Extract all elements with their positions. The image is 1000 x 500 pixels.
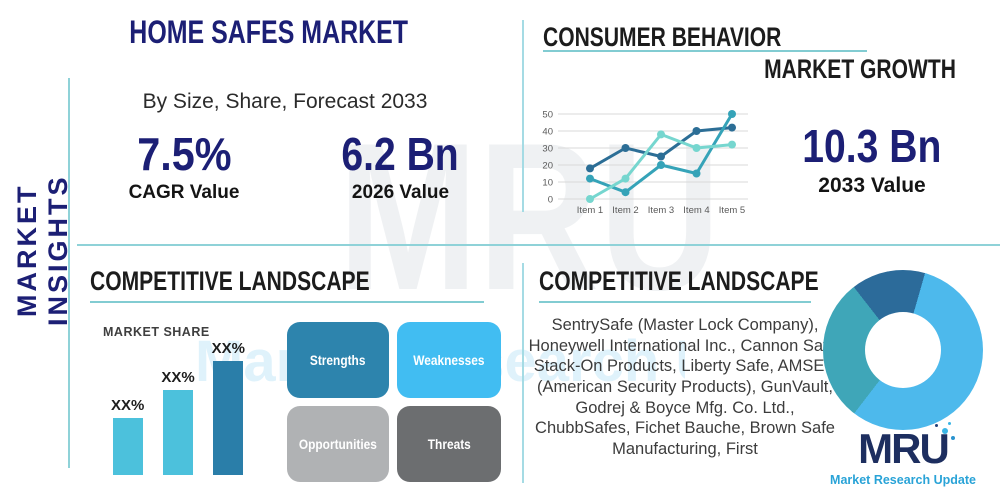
x-tick-label: Item 3 bbox=[648, 205, 674, 216]
swot-grid: Strengths Weaknesses Opportunities Threa… bbox=[287, 322, 501, 482]
swot-strengths-card: Strengths bbox=[287, 322, 389, 398]
marker-series-3 bbox=[657, 130, 665, 139]
bar-value-label: XX% bbox=[111, 397, 145, 414]
splash-dot-icon bbox=[951, 436, 955, 440]
marker-series-1 bbox=[657, 152, 665, 161]
bar-value-label: XX% bbox=[161, 369, 195, 386]
stat-2026-number: 6.2 Bn bbox=[341, 128, 460, 180]
stat-cagr-value: 7.5% bbox=[136, 128, 232, 180]
company-list: SentrySafe (Master Lock Company), Honeyw… bbox=[528, 316, 842, 458]
marker-series-2 bbox=[657, 161, 665, 169]
stat-2033-value: 10.3 Bn 2033 Value bbox=[788, 122, 956, 198]
market-share-bar-chart: XX% XX% XX% bbox=[111, 336, 245, 475]
y-tick-label: 20 bbox=[542, 161, 553, 172]
y-tick-label: 0 bbox=[548, 195, 553, 206]
marker-series-2 bbox=[692, 169, 701, 178]
vertical-divider-top bbox=[522, 20, 524, 212]
marker-series-2 bbox=[621, 188, 630, 197]
marker-series-1 bbox=[621, 144, 630, 152]
market-share-chart-title: MARKET SHARE bbox=[103, 325, 210, 339]
market-share-donut-chart bbox=[823, 270, 983, 430]
marker-series-1 bbox=[728, 123, 736, 132]
section-heading-competitive-landscape-right: COMPETITIVE LANDSCAPE bbox=[539, 266, 819, 296]
y-tick-label: 40 bbox=[542, 127, 553, 138]
bar-column: XX% bbox=[161, 336, 195, 475]
splash-dot-icon bbox=[942, 428, 948, 434]
stat-2026-value: 6.2 Bn 2026 Value bbox=[318, 130, 483, 204]
swot-threats-card: Threats bbox=[397, 406, 501, 482]
consumer-behavior-underline bbox=[543, 50, 867, 52]
y-tick-label: 10 bbox=[542, 178, 553, 189]
swot-opportunities-card: Opportunities bbox=[287, 406, 389, 482]
stat-cagr-label: CAGR Value bbox=[128, 182, 240, 204]
watermark-logo-text: MRU bbox=[338, 99, 721, 334]
marker-series-3 bbox=[728, 140, 736, 149]
x-tick-label: Item 5 bbox=[719, 205, 745, 216]
x-tick-label: Item 1 bbox=[577, 205, 603, 216]
x-tick-label: Item 2 bbox=[612, 205, 638, 216]
bar-column: XX% bbox=[212, 336, 245, 475]
splash-dot-icon bbox=[935, 424, 938, 427]
bar-column: XX% bbox=[111, 336, 144, 475]
stat-2033-number: 10.3 Bn bbox=[802, 120, 942, 172]
marker-series-3 bbox=[692, 144, 701, 152]
sidebar-divider-line bbox=[68, 78, 70, 468]
competitive-landscape-left-underline bbox=[90, 301, 484, 303]
marker-series-2 bbox=[728, 110, 736, 118]
page-subtitle: By Size, Share, Forecast 2033 bbox=[142, 90, 428, 113]
brand-logo-text: MRU bbox=[858, 425, 950, 472]
y-tick-label: 30 bbox=[542, 144, 553, 155]
x-tick-label: Item 4 bbox=[683, 205, 709, 216]
consumer-behavior-line-chart: 0 10 20 30 40 50 Item 1 Item 2 Item 3 Item 4 Item … bbox=[542, 110, 748, 216]
y-tick-label: 50 bbox=[542, 110, 553, 121]
stat-cagr: 7.5% CAGR Value bbox=[104, 130, 264, 204]
section-heading-market-growth: MARKET GROWTH bbox=[764, 54, 956, 84]
bar bbox=[213, 361, 244, 475]
vertical-divider-bottom bbox=[522, 263, 524, 483]
horizontal-divider bbox=[77, 244, 1000, 246]
marker-series-3 bbox=[586, 195, 594, 203]
stat-2033-label: 2033 Value bbox=[818, 174, 926, 198]
page-title: HOME SAFES MARKET bbox=[129, 14, 409, 50]
splash-dot-icon bbox=[948, 422, 951, 425]
marker-series-1 bbox=[692, 127, 701, 135]
marker-series-1 bbox=[586, 164, 594, 173]
section-heading-consumer-behavior: CONSUMER BEHAVIOR bbox=[543, 22, 782, 52]
bar-value-label: XX% bbox=[211, 340, 245, 357]
marker-series-3 bbox=[621, 174, 630, 183]
donut-hole bbox=[865, 312, 941, 388]
stat-2026-label: 2026 Value bbox=[351, 182, 450, 204]
competitive-landscape-right-underline bbox=[539, 301, 811, 303]
bar bbox=[162, 390, 193, 475]
section-heading-competitive-landscape-left: COMPETITIVE LANDSCAPE bbox=[90, 266, 370, 296]
brand-tagline: Market Research Update bbox=[830, 473, 976, 487]
sidebar-vertical-label: MARKET INSIGHTS bbox=[12, 174, 73, 326]
bar bbox=[112, 418, 143, 475]
marker-series-2 bbox=[586, 174, 594, 183]
swot-weaknesses-card: Weaknesses bbox=[397, 322, 501, 398]
brand-logo: MRU Market Research Update bbox=[823, 422, 983, 487]
